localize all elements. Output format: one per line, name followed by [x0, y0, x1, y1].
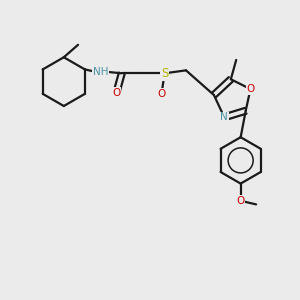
- Text: O: O: [158, 88, 166, 98]
- Text: O: O: [236, 196, 245, 206]
- Text: O: O: [246, 84, 255, 94]
- Text: NH: NH: [93, 67, 108, 77]
- Text: S: S: [161, 67, 168, 80]
- Text: O: O: [112, 88, 121, 98]
- Text: N: N: [220, 112, 228, 122]
